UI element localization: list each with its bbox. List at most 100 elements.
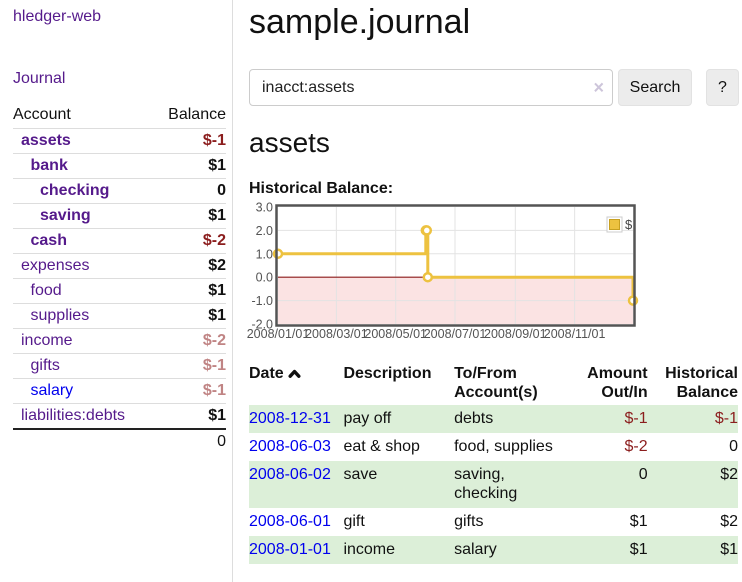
account-link-cell: assets — [13, 129, 153, 154]
transaction-amount: $-2 — [570, 433, 647, 461]
account-link-cell: income — [13, 329, 153, 354]
transaction-date[interactable]: 2008-12-31 — [249, 410, 331, 427]
sidebar-account-row: cash$-2 — [13, 229, 226, 254]
data-point — [274, 250, 282, 258]
account-balance: $2 — [153, 254, 226, 279]
transaction-amount: 0 — [570, 461, 647, 508]
sidebar-item-food[interactable]: food — [31, 282, 62, 299]
register-header-date-label: Date — [249, 365, 284, 382]
transaction-date-link: 2008-12-31 — [249, 405, 343, 433]
chart-svg: 3.02.01.00.0-1.0-2.02008/01/012008/03/01… — [249, 201, 649, 343]
main-content: sample.journal × Search ? assets Histori… — [233, 0, 742, 582]
y-tick-label: 0.0 — [256, 271, 273, 285]
sidebar-item-expenses[interactable]: expenses — [21, 257, 90, 274]
transaction-description: pay off — [343, 405, 454, 433]
brand: hledger-web — [13, 8, 226, 26]
accounts-total-spacer — [13, 429, 153, 454]
register-header-description: Description — [343, 362, 454, 405]
transaction-balance: $1 — [648, 536, 738, 564]
account-balance: $-1 — [153, 354, 226, 379]
search-input[interactable] — [249, 69, 613, 106]
account-balance: $1 — [153, 154, 226, 179]
register-row: 2008-06-01giftgifts$1$2 — [249, 508, 738, 536]
sidebar-account-row: checking0 — [13, 179, 226, 204]
transaction-date[interactable]: 2008-06-01 — [249, 513, 331, 530]
transaction-date[interactable]: 2008-06-02 — [249, 466, 331, 483]
sidebar-item-liabilities-debts[interactable]: liabilities:debts — [21, 407, 125, 424]
register-header-balance: Historical Balance — [648, 362, 738, 405]
account-link-cell: bank — [13, 154, 153, 179]
transaction-description: save — [343, 461, 454, 508]
register-header-accounts: To/From Account(s) — [454, 362, 570, 405]
brand-link[interactable]: hledger-web — [13, 8, 101, 25]
account-balance: $-1 — [153, 379, 226, 404]
y-tick-label: -1.0 — [251, 294, 273, 308]
sidebar-account-row: food$1 — [13, 279, 226, 304]
sidebar-item-checking[interactable]: checking — [40, 182, 109, 199]
transaction-date-link: 2008-01-01 — [249, 536, 343, 564]
accounts-header-account: Account — [13, 103, 153, 129]
account-balance: $-1 — [153, 129, 226, 154]
accounts-total-row: 0 — [13, 429, 226, 454]
search-form: × Search ? — [249, 69, 742, 106]
account-link-cell: gifts — [13, 354, 153, 379]
transaction-accounts: food, supplies — [454, 433, 570, 461]
account-link-cell: expenses — [13, 254, 153, 279]
transaction-accounts: salary — [454, 536, 570, 564]
register-header-date[interactable]: Date — [249, 362, 343, 405]
sidebar-item-assets[interactable]: assets — [21, 132, 71, 149]
accounts-header-balance: Balance — [153, 103, 226, 129]
transaction-date-link: 2008-06-01 — [249, 508, 343, 536]
search-button[interactable]: Search — [618, 69, 692, 106]
transaction-date[interactable]: 2008-01-01 — [249, 541, 331, 558]
account-heading: assets — [249, 127, 742, 159]
sidebar-item-journal[interactable]: Journal — [13, 70, 65, 87]
accounts-table: Account Balance assets$-1bank$1checking0… — [13, 103, 226, 454]
search-box: × — [249, 69, 613, 106]
account-link-cell: saving — [13, 204, 153, 229]
historical-balance-chart: 3.02.01.00.0-1.0-2.02008/01/012008/03/01… — [249, 201, 742, 343]
account-link-cell: checking — [13, 179, 153, 204]
transaction-amount: $-1 — [570, 405, 647, 433]
help-button[interactable]: ? — [706, 69, 739, 106]
register-row: 2008-01-01incomesalary$1$1 — [249, 536, 738, 564]
data-point — [629, 297, 637, 305]
sidebar-item-saving[interactable]: saving — [40, 207, 91, 224]
sidebar-account-row: assets $-1 — [13, 129, 226, 154]
data-point — [424, 273, 432, 281]
clear-search-icon[interactable]: × — [593, 78, 604, 96]
account-link-cell: salary — [13, 379, 153, 404]
sidebar-account-row: liabilities:debts$1 — [13, 404, 226, 430]
accounts-header-row: Account Balance — [13, 103, 226, 129]
transaction-accounts: gifts — [454, 508, 570, 536]
sidebar-account-row: income$-2 — [13, 329, 226, 354]
legend-label: $ — [625, 217, 633, 232]
sidebar-account-row: saving $1 — [13, 204, 226, 229]
sidebar-item-cash[interactable]: cash — [31, 232, 67, 249]
sidebar-item-income[interactable]: income — [21, 332, 73, 349]
transaction-date[interactable]: 2008-06-03 — [249, 438, 331, 455]
x-tick-label: 2008/01/01 — [247, 327, 310, 341]
y-tick-label: 1.0 — [256, 247, 273, 261]
sidebar-item-gifts[interactable]: gifts — [31, 357, 60, 374]
x-tick-label: 2008/09/01 — [484, 327, 547, 341]
register-row: 2008-06-02savesaving, checking0$2 — [249, 461, 738, 508]
account-balance: $1 — [153, 304, 226, 329]
sidebar-item-supplies[interactable]: supplies — [31, 307, 90, 324]
sidebar-item-salary[interactable]: salary — [31, 382, 74, 399]
sort-ascending-icon — [288, 365, 301, 384]
account-link-cell: supplies — [13, 304, 153, 329]
legend-swatch — [610, 220, 620, 230]
sidebar-account-row: supplies $1 — [13, 304, 226, 329]
register-header-amount: Amount Out/In — [570, 362, 647, 405]
chart-label: Historical Balance: — [249, 179, 742, 198]
register-table: Date Description To/From Account(s) Amou… — [249, 362, 738, 564]
account-balance: $1 — [153, 204, 226, 229]
account-link-cell: cash — [13, 229, 153, 254]
transaction-description: eat & shop — [343, 433, 454, 461]
transaction-amount: $1 — [570, 536, 647, 564]
sidebar: hledger-web Journal Account Balance asse… — [0, 0, 233, 582]
data-point — [423, 226, 431, 234]
sidebar-item-bank[interactable]: bank — [31, 157, 68, 174]
x-tick-label: 2008/05/01 — [364, 327, 427, 341]
